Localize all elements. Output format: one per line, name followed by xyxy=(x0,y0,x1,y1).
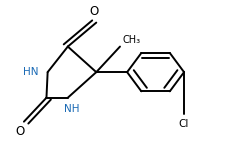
Text: HN: HN xyxy=(23,67,38,77)
Text: Cl: Cl xyxy=(179,119,189,129)
Text: CH₃: CH₃ xyxy=(122,35,140,45)
Text: O: O xyxy=(89,5,99,18)
Text: NH: NH xyxy=(64,104,79,114)
Text: O: O xyxy=(16,125,25,138)
